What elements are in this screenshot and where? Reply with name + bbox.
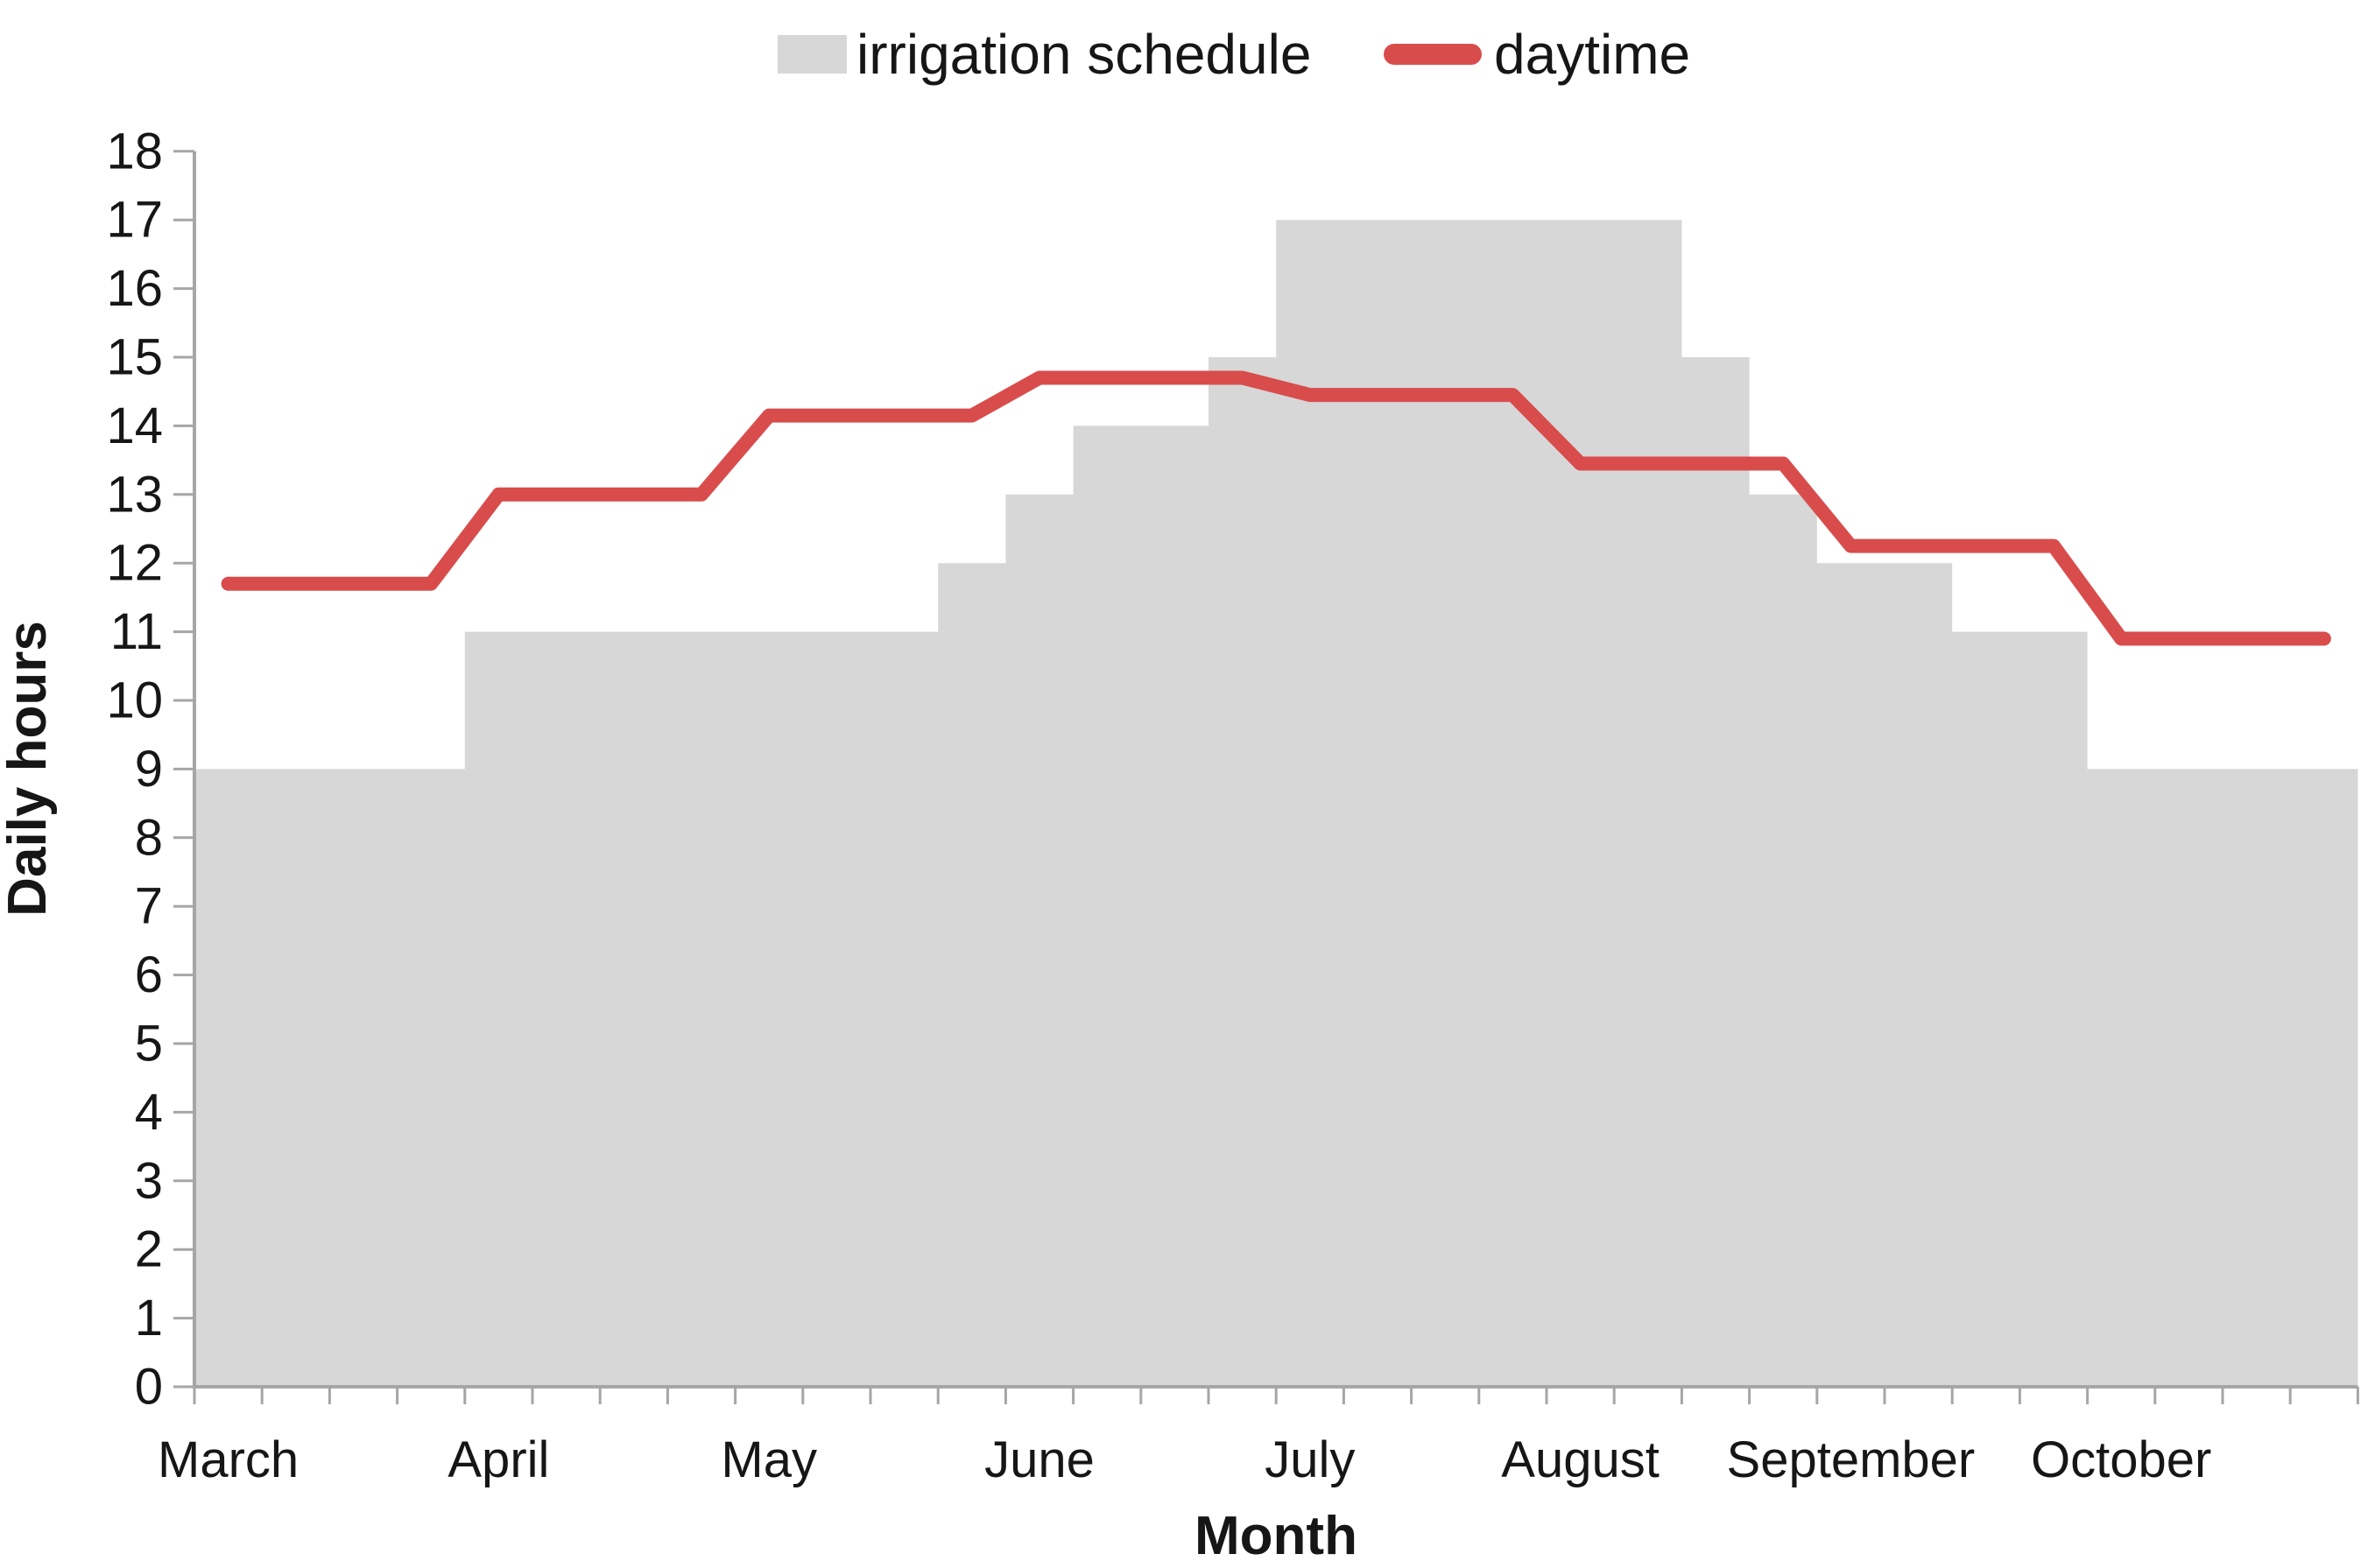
y-axis-label: 6 bbox=[135, 946, 163, 1003]
series-area-irrigation-schedule bbox=[194, 220, 2358, 1388]
x-axis-label: May bbox=[721, 1431, 817, 1488]
y-axis-label: 2 bbox=[135, 1221, 163, 1278]
y-axis-label: 11 bbox=[110, 603, 163, 660]
y-axis-label: 16 bbox=[106, 260, 163, 317]
y-axis-label: 7 bbox=[135, 878, 163, 935]
y-axis-label: 15 bbox=[106, 329, 163, 386]
legend-label-daytime: daytime bbox=[1494, 23, 1690, 86]
y-axis-label: 4 bbox=[135, 1084, 163, 1141]
legend-swatch-irrigation-schedule bbox=[778, 35, 847, 74]
y-axis-label: 3 bbox=[135, 1152, 163, 1209]
x-axis-label: October bbox=[2031, 1431, 2211, 1488]
legend: irrigation schedule daytime bbox=[778, 23, 1690, 86]
x-axis-label: July bbox=[1265, 1431, 1355, 1488]
y-axis-title: Daily hours bbox=[0, 621, 58, 917]
y-axis-label: 17 bbox=[106, 192, 163, 249]
series-line-daytime bbox=[221, 370, 2331, 646]
x-axis-title: Month bbox=[1195, 1506, 1357, 1566]
x-axis-label: September bbox=[1727, 1431, 1976, 1488]
y-axis-label: 14 bbox=[106, 397, 163, 454]
y-axis-label: 9 bbox=[135, 741, 163, 798]
y-axis-label: 1 bbox=[135, 1290, 163, 1347]
y-axis-label: 18 bbox=[106, 123, 163, 179]
y-axis-label: 0 bbox=[135, 1359, 163, 1416]
x-axis-label: April bbox=[448, 1431, 549, 1488]
y-axis-label: 10 bbox=[106, 672, 163, 729]
legend-label-irrigation-schedule: irrigation schedule bbox=[856, 23, 1311, 86]
y-axis-label: 8 bbox=[135, 809, 163, 866]
y-axis-label: 13 bbox=[106, 466, 163, 523]
x-axis-label: August bbox=[1501, 1431, 1660, 1488]
y-axis-label: 5 bbox=[135, 1016, 163, 1072]
x-axis-label: June bbox=[984, 1431, 1095, 1488]
y-axis-label: 12 bbox=[106, 535, 163, 592]
x-axis-label: March bbox=[158, 1431, 299, 1488]
